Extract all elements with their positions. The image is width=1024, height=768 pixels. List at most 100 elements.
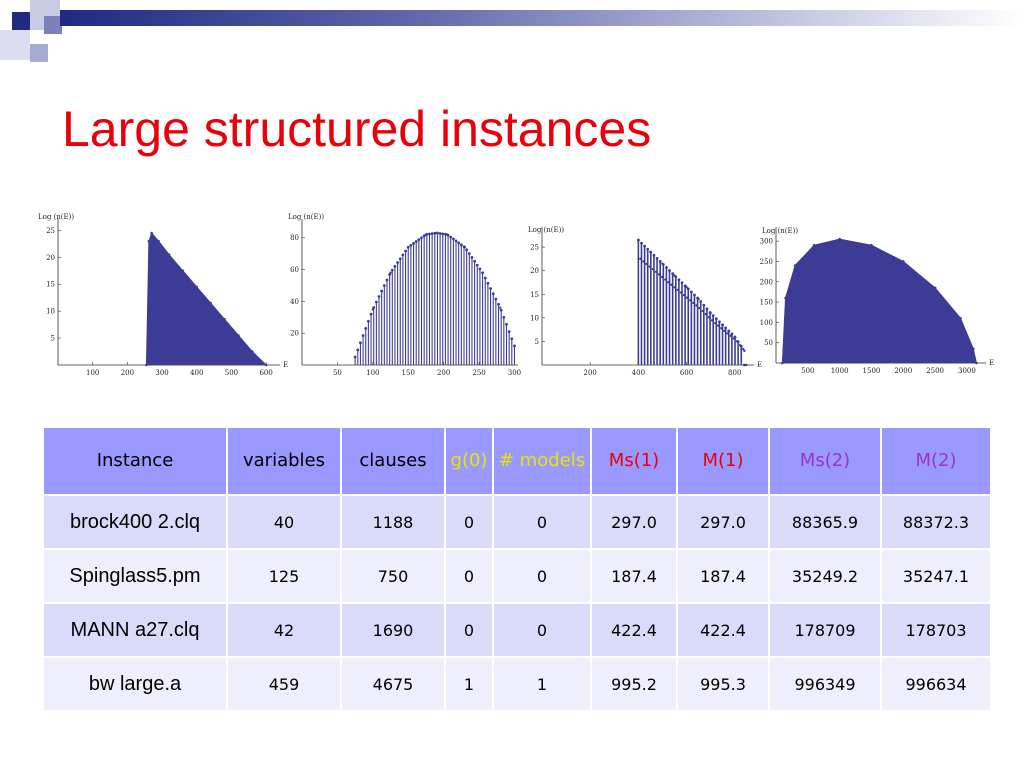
- value-cell: 187.4: [676, 548, 770, 604]
- envelope-point: [481, 271, 484, 274]
- envelope-point: [697, 297, 700, 301]
- x-axis-label: E: [757, 361, 762, 369]
- y-tick-label: 150: [760, 299, 773, 307]
- chart-brock400: Log (n(E)) E 100 200 300 400 500 600 5 10 15 20 25: [38, 213, 288, 377]
- data-point: [975, 361, 978, 365]
- data-point: [438, 232, 442, 235]
- envelope-point: [685, 286, 688, 289]
- envelope-point: [463, 246, 467, 249]
- corner-square-pale: [0, 30, 30, 60]
- data-point: [745, 363, 748, 367]
- x-tick-label: 100: [366, 369, 379, 377]
- data-point: [449, 235, 453, 239]
- data-point: [693, 293, 696, 297]
- table-row: MANN a27.clq 42 1690 0 0 422.4 422.4 178709 1787…: [42, 602, 992, 658]
- x-tick-label: 500: [801, 367, 814, 375]
- value-cell: 297.0: [590, 494, 678, 550]
- data-point: [157, 239, 160, 243]
- x-tick-label: 250: [472, 369, 485, 377]
- data-point: [507, 330, 511, 333]
- data-point: [781, 361, 784, 365]
- value-cell: 1: [444, 656, 494, 712]
- y-tick-label: 80: [290, 234, 299, 242]
- x-tick-label: 200: [437, 369, 450, 377]
- data-point: [486, 281, 490, 285]
- envelope-point: [424, 233, 428, 236]
- x-tick-label: 150: [402, 369, 415, 377]
- table-body: brock400 2.clq 40 1188 0 0 297.0 297.0 88365.9 8…: [42, 494, 992, 712]
- value-cell: 0: [492, 548, 592, 604]
- data-point: [502, 315, 506, 319]
- data-point: [714, 317, 718, 321]
- chart-mann: Log (n(E)) E 200 400 600 800 5 10 15 20 25: [528, 226, 762, 377]
- x-axis-label: E: [989, 359, 994, 367]
- data-point: [250, 350, 254, 353]
- data-point: [510, 337, 514, 341]
- y-tick-label: 100: [760, 319, 773, 327]
- data-point: [494, 297, 498, 301]
- data-point: [686, 287, 690, 291]
- data-point: [430, 232, 434, 236]
- data-point: [451, 237, 455, 241]
- data-point: [409, 243, 413, 247]
- x-tick-label: 300: [155, 369, 168, 377]
- data-point: [838, 237, 841, 241]
- envelope-point: [661, 262, 664, 265]
- y-tick-label: 20: [530, 267, 539, 275]
- data-point: [640, 241, 643, 245]
- data-point: [147, 239, 151, 243]
- x-tick-label: 200: [121, 369, 134, 377]
- x-tick-label: 100: [86, 369, 99, 377]
- data-point: [702, 303, 706, 307]
- y-tick-label: 300: [760, 238, 773, 246]
- x-tick-label: 600: [259, 369, 272, 377]
- data-point: [467, 252, 471, 256]
- data-point: [428, 232, 431, 236]
- x-tick-label: 800: [728, 369, 741, 377]
- data-point: [730, 332, 734, 336]
- value-cell: 996349: [768, 656, 882, 712]
- data-point: [181, 269, 185, 273]
- data-point: [356, 348, 360, 352]
- value-cell: 0: [444, 548, 494, 604]
- data-point: [499, 308, 503, 312]
- data-point: [971, 347, 975, 351]
- corner-square-navy: [12, 12, 30, 30]
- instance-cell: Spinglass5.pm: [42, 548, 228, 604]
- data-point: [646, 247, 650, 251]
- value-cell: 4675: [340, 656, 446, 712]
- instance-cell: MANN a27.clq: [42, 602, 228, 658]
- value-cell: 40: [226, 494, 342, 550]
- data-point: [401, 253, 405, 257]
- data-point: [658, 260, 662, 263]
- y-tick-label: 40: [290, 298, 299, 306]
- envelope-point: [721, 323, 724, 327]
- column-header: variables: [226, 426, 342, 496]
- y-axis-label: Log (n(E)): [38, 213, 74, 221]
- table-row: bw large.a 459 4675 1 1 995.2 995.3 996349 99663…: [42, 656, 992, 712]
- data-point: [369, 312, 373, 316]
- data-point: [209, 301, 212, 305]
- value-cell: 995.2: [590, 656, 678, 712]
- envelope-point: [445, 233, 449, 236]
- value-cell: 187.4: [590, 548, 678, 604]
- y-tick-label: 250: [760, 258, 773, 266]
- column-header: Ms(2): [768, 426, 882, 496]
- data-point: [677, 278, 681, 282]
- data-point: [784, 296, 787, 300]
- data-point: [711, 314, 715, 318]
- x-tick-label: 50: [333, 369, 342, 377]
- x-tick-label: 1000: [831, 367, 849, 375]
- data-point: [497, 302, 500, 306]
- value-cell: 750: [340, 548, 446, 604]
- column-header: clauses: [340, 426, 446, 496]
- envelope-point: [353, 355, 357, 359]
- data-point: [473, 259, 477, 263]
- data-point: [150, 231, 153, 235]
- data-point: [491, 292, 495, 296]
- data-point: [489, 287, 492, 290]
- data-point: [742, 363, 746, 367]
- corner-square-mid: [44, 16, 62, 34]
- y-tick-label: 5: [535, 338, 539, 346]
- instance-cell: bw large.a: [42, 656, 228, 712]
